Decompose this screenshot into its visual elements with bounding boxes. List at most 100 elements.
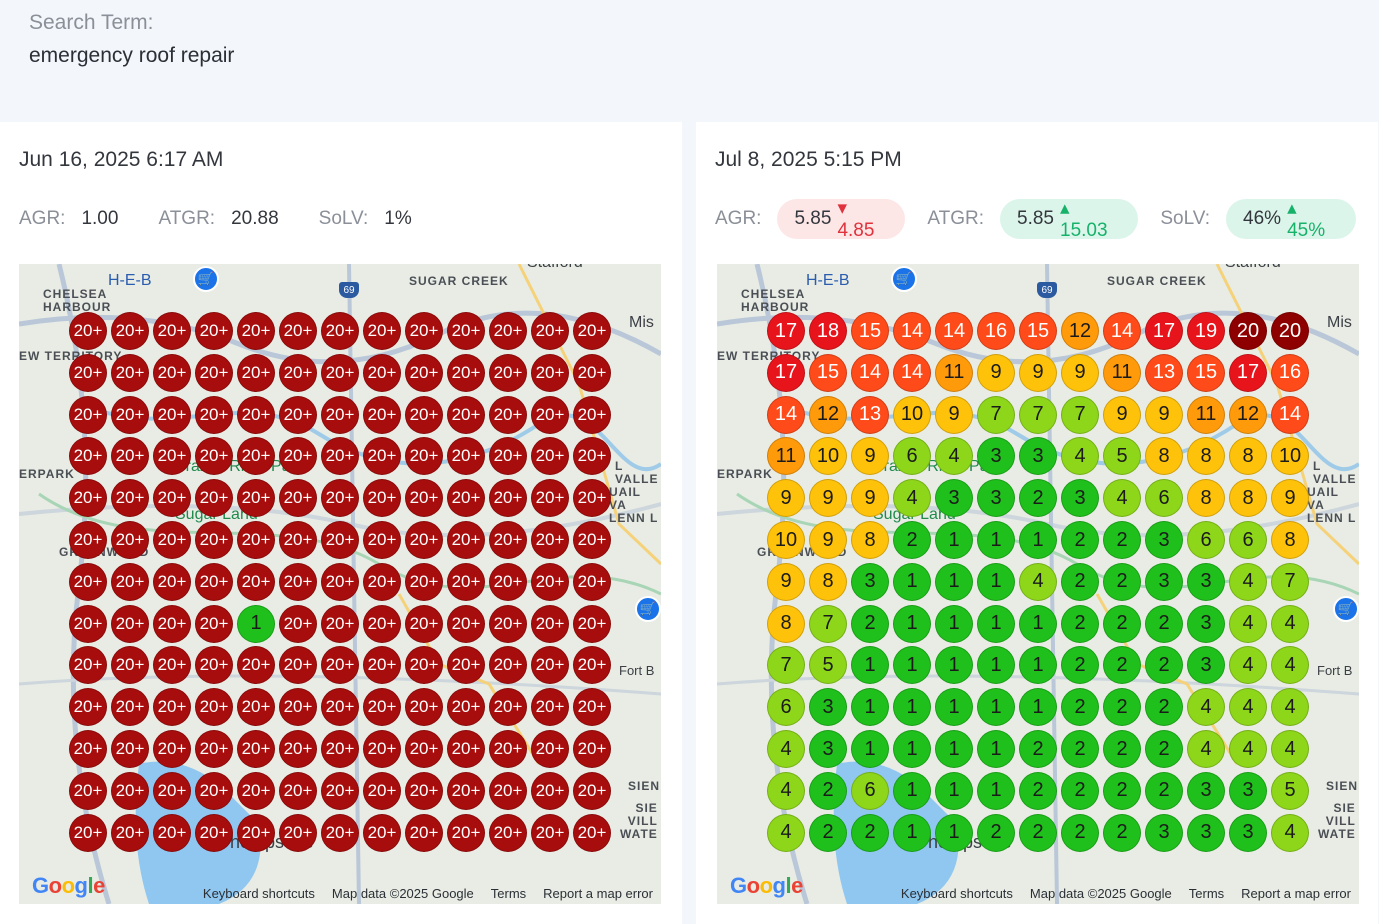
- rank-pin[interactable]: 9: [1061, 353, 1099, 392]
- rank-pin[interactable]: 1: [935, 521, 973, 559]
- rank-pin[interactable]: 13: [1145, 353, 1183, 392]
- rank-pin[interactable]: 14: [1271, 395, 1309, 434]
- rank-pin[interactable]: 9: [809, 521, 847, 559]
- rank-pin[interactable]: 20+: [489, 353, 527, 392]
- rank-pin[interactable]: 20+: [111, 479, 149, 518]
- rank-pin[interactable]: 2: [1145, 771, 1183, 810]
- rank-pin[interactable]: 20+: [237, 395, 275, 434]
- rank-pin[interactable]: 20+: [489, 646, 527, 685]
- rank-pin[interactable]: 20+: [111, 437, 149, 476]
- rank-pin[interactable]: 20+: [321, 771, 359, 810]
- rank-pin[interactable]: 20+: [447, 353, 485, 392]
- rank-pin[interactable]: 20+: [573, 437, 611, 476]
- rank-pin[interactable]: 20+: [363, 521, 401, 559]
- rank-pin[interactable]: 2: [1061, 730, 1099, 768]
- rank-pin[interactable]: 1: [851, 688, 889, 727]
- rank-pin[interactable]: 4: [1229, 604, 1267, 643]
- rank-pin[interactable]: 20+: [195, 479, 233, 518]
- rank-pin[interactable]: 20+: [363, 479, 401, 518]
- rank-pin[interactable]: 20+: [195, 646, 233, 685]
- rank-pin[interactable]: 2: [851, 604, 889, 643]
- rank-pin[interactable]: 20+: [405, 479, 443, 518]
- rank-pin[interactable]: 5: [1103, 437, 1141, 476]
- rank-pin[interactable]: 20+: [405, 562, 443, 601]
- rank-pin[interactable]: 20+: [153, 521, 191, 559]
- rank-pin[interactable]: 20+: [69, 437, 107, 476]
- rank-pin[interactable]: 1: [893, 646, 931, 685]
- rank-pin[interactable]: 14: [935, 312, 973, 350]
- rank-pin[interactable]: 17: [1229, 353, 1267, 392]
- rank-pin[interactable]: 1: [935, 771, 973, 810]
- rank-pin[interactable]: 2: [851, 813, 889, 852]
- rank-pin[interactable]: 20+: [531, 730, 569, 768]
- rank-pin[interactable]: 20+: [153, 646, 191, 685]
- rank-pin[interactable]: 16: [977, 312, 1015, 350]
- rank-pin[interactable]: 20+: [195, 312, 233, 350]
- rank-pin[interactable]: 20+: [279, 521, 317, 559]
- rank-pin[interactable]: 10: [767, 521, 805, 559]
- rank-pin[interactable]: 20+: [531, 353, 569, 392]
- rank-pin[interactable]: 20+: [153, 771, 191, 810]
- rank-pin[interactable]: 20+: [573, 353, 611, 392]
- rank-pin[interactable]: 1: [977, 521, 1015, 559]
- rank-pin[interactable]: 20+: [153, 353, 191, 392]
- rank-pin[interactable]: 20+: [111, 813, 149, 852]
- rank-pin[interactable]: 20+: [447, 562, 485, 601]
- rank-pin[interactable]: 12: [809, 395, 847, 434]
- rank-pin[interactable]: 2: [1103, 562, 1141, 601]
- rank-pin[interactable]: 20+: [573, 562, 611, 601]
- rank-pin[interactable]: 20+: [69, 646, 107, 685]
- rank-pin[interactable]: 20+: [279, 604, 317, 643]
- rank-pin[interactable]: 20+: [195, 688, 233, 727]
- rank-pin[interactable]: 2: [1019, 479, 1057, 518]
- rank-pin[interactable]: 20+: [489, 771, 527, 810]
- rank-pin[interactable]: 3: [1187, 813, 1225, 852]
- rank-pin[interactable]: 14: [1103, 312, 1141, 350]
- rank-pin[interactable]: 2: [1145, 688, 1183, 727]
- rank-pin[interactable]: 20+: [363, 437, 401, 476]
- rank-pin[interactable]: 20+: [321, 813, 359, 852]
- rank-pin[interactable]: 8: [1229, 437, 1267, 476]
- rank-pin[interactable]: 20+: [531, 395, 569, 434]
- rank-pin[interactable]: 20+: [405, 730, 443, 768]
- rank-pin[interactable]: 2: [1103, 646, 1141, 685]
- rank-pin[interactable]: 20+: [69, 395, 107, 434]
- rank-pin[interactable]: 20+: [237, 646, 275, 685]
- rank-pin[interactable]: 20+: [489, 521, 527, 559]
- shopping-cart-icon[interactable]: 🛒: [193, 266, 219, 292]
- rank-pin[interactable]: 3: [809, 688, 847, 727]
- rank-pin[interactable]: 20+: [279, 353, 317, 392]
- rank-pin[interactable]: 20+: [573, 771, 611, 810]
- rank-pin[interactable]: 4: [767, 813, 805, 852]
- rank-pin[interactable]: 1: [893, 730, 931, 768]
- rank-pin[interactable]: 20+: [489, 437, 527, 476]
- rank-pin[interactable]: 1: [893, 688, 931, 727]
- rank-pin[interactable]: 20+: [279, 312, 317, 350]
- rank-pin[interactable]: 20+: [279, 771, 317, 810]
- rank-pin[interactable]: 20+: [195, 562, 233, 601]
- rank-pin[interactable]: 3: [1145, 521, 1183, 559]
- rank-pin[interactable]: 12: [1229, 395, 1267, 434]
- rank-pin[interactable]: 3: [1187, 771, 1225, 810]
- rank-pin[interactable]: 20+: [321, 730, 359, 768]
- rank-pin[interactable]: 20+: [405, 521, 443, 559]
- rank-pin[interactable]: 7: [809, 604, 847, 643]
- rank-pin[interactable]: 20+: [237, 479, 275, 518]
- rank-pin[interactable]: 20+: [153, 395, 191, 434]
- rank-pin[interactable]: 20+: [447, 771, 485, 810]
- rank-pin[interactable]: 20+: [447, 646, 485, 685]
- rank-pin[interactable]: 9: [767, 479, 805, 518]
- rank-pin[interactable]: 2: [1019, 730, 1057, 768]
- rank-pin[interactable]: 20+: [279, 730, 317, 768]
- rank-pin[interactable]: 4: [1271, 688, 1309, 727]
- rank-pin[interactable]: 2: [893, 521, 931, 559]
- rank-pin[interactable]: 1: [1019, 688, 1057, 727]
- rank-pin[interactable]: 3: [1187, 562, 1225, 601]
- rank-pin[interactable]: 16: [1271, 353, 1309, 392]
- rank-pin[interactable]: 2: [977, 813, 1015, 852]
- rank-pin[interactable]: 1: [977, 771, 1015, 810]
- rank-pin[interactable]: 20+: [111, 604, 149, 643]
- rank-pin[interactable]: 20+: [573, 521, 611, 559]
